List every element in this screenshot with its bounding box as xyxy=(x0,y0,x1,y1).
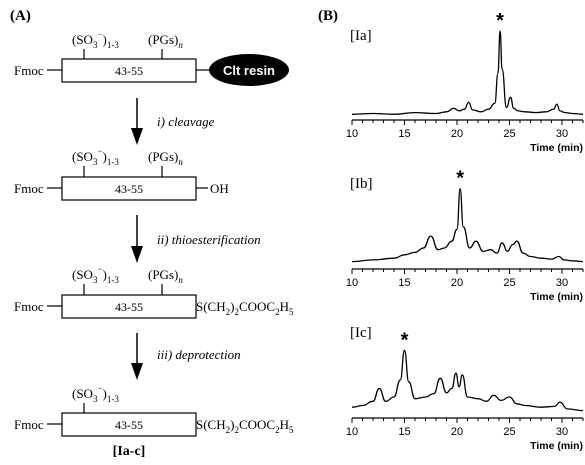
arrow-1: i) cleavage xyxy=(131,98,215,145)
step-4-fmoc: Fmoc xyxy=(14,417,44,432)
tick-label: 10 xyxy=(346,277,358,289)
main-peak-asterisk: * xyxy=(401,329,409,351)
tick-label: 10 xyxy=(346,426,358,438)
step-1: (SO3−)1-3 (PGs)n 43-55 Fmoc Clt resin xyxy=(14,29,289,86)
arrow-3-label: iii) deprotection xyxy=(157,347,241,362)
step-2-segment: 43-55 xyxy=(115,182,143,196)
x-axis-label: Time (min) xyxy=(530,291,583,303)
step-4-segment: 43-55 xyxy=(115,418,143,432)
tick-label: 20 xyxy=(451,128,463,140)
x-axis-label: Time (min) xyxy=(530,142,583,154)
tick-label: 30 xyxy=(556,128,568,140)
tick-label: 20 xyxy=(451,277,463,289)
tick-label: 25 xyxy=(503,277,515,289)
tick-label: 10 xyxy=(346,128,358,140)
arrow-2-label: ii) thioesterification xyxy=(157,232,261,247)
chromatogram-title: [Ib] xyxy=(350,176,373,192)
step-2-fmoc: Fmoc xyxy=(14,181,44,196)
step-1-sulfate: (SO3−)1-3 xyxy=(72,29,119,50)
tick-label: 15 xyxy=(398,277,410,289)
step-1-segment: 43-55 xyxy=(115,64,143,78)
step-4: (SO3−)1-3 43-55 Fmoc S(CH2)2COOC2H5 [Ia-… xyxy=(14,383,294,459)
chromatogram-title: [Ia] xyxy=(350,28,372,44)
chromatogram-title: [Ic] xyxy=(350,325,372,341)
step-1-resin-label: Clt resin xyxy=(223,63,275,78)
step-2-sulfate: (SO3−)1-3 xyxy=(72,146,119,167)
step-3-sulfate: (SO3−)1-3 xyxy=(72,264,119,285)
chromatogram-3: [Ic] 10 15 20 25 30 Time (min) * xyxy=(346,325,584,452)
step-4-c-terminal: S(CH2)2COOC2H5 xyxy=(196,417,294,435)
main-peak-asterisk: * xyxy=(456,168,464,190)
tick-label: 25 xyxy=(503,128,515,140)
compound-label: [Ia-c] xyxy=(113,444,146,459)
chromatogram-panels: [Ia] 10 15 20 25 30 Time (min) * [Ib] 10 15 20 25 30 T… xyxy=(346,10,584,452)
tick-label: 30 xyxy=(556,426,568,438)
chromatogram-trace xyxy=(351,187,584,263)
arrow-1-label: i) cleavage xyxy=(157,114,215,129)
step-4-sulfate: (SO3−)1-3 xyxy=(72,383,119,404)
chromatogram-trace xyxy=(351,30,584,115)
arrow-2: ii) thioesterification xyxy=(131,215,261,263)
step-3-c-terminal: S(CH2)2COOC2H5 xyxy=(196,299,294,317)
step-3-pgs: (PGs)n xyxy=(148,267,183,285)
chromatogram-2: [Ib] 10 15 20 25 30 Time (min) * xyxy=(346,168,584,303)
tick-label: 15 xyxy=(398,426,410,438)
clt-resin-bead xyxy=(209,54,289,86)
step-2-c-terminal: OH xyxy=(210,181,229,196)
step-1-fmoc: Fmoc xyxy=(14,63,44,78)
step-3-segment: 43-55 xyxy=(115,300,143,314)
panel-b-label: (B) xyxy=(318,8,338,24)
step-3-fmoc: Fmoc xyxy=(14,299,44,314)
chromatogram-1: [Ia] 10 15 20 25 30 Time (min) * xyxy=(346,10,584,154)
main-peak-asterisk: * xyxy=(496,10,504,32)
chromatogram-trace xyxy=(351,349,584,412)
x-axis-label: Time (min) xyxy=(530,440,583,452)
panel-a-label: (A) xyxy=(10,8,31,24)
step-2: (SO3−)1-3 (PGs)n 43-55 Fmoc OH xyxy=(14,146,229,201)
tick-label: 15 xyxy=(398,128,410,140)
step-3: (SO3−)1-3 (PGs)n 43-55 Fmoc S(CH2)2COOC2… xyxy=(14,264,294,319)
tick-label: 30 xyxy=(556,277,568,289)
step-2-pgs: (PGs)n xyxy=(148,149,183,167)
tick-label: 20 xyxy=(451,426,463,438)
step-1-pgs: (PGs)n xyxy=(148,32,183,50)
tick-label: 25 xyxy=(503,426,515,438)
arrow-3: iii) deprotection xyxy=(131,333,241,380)
